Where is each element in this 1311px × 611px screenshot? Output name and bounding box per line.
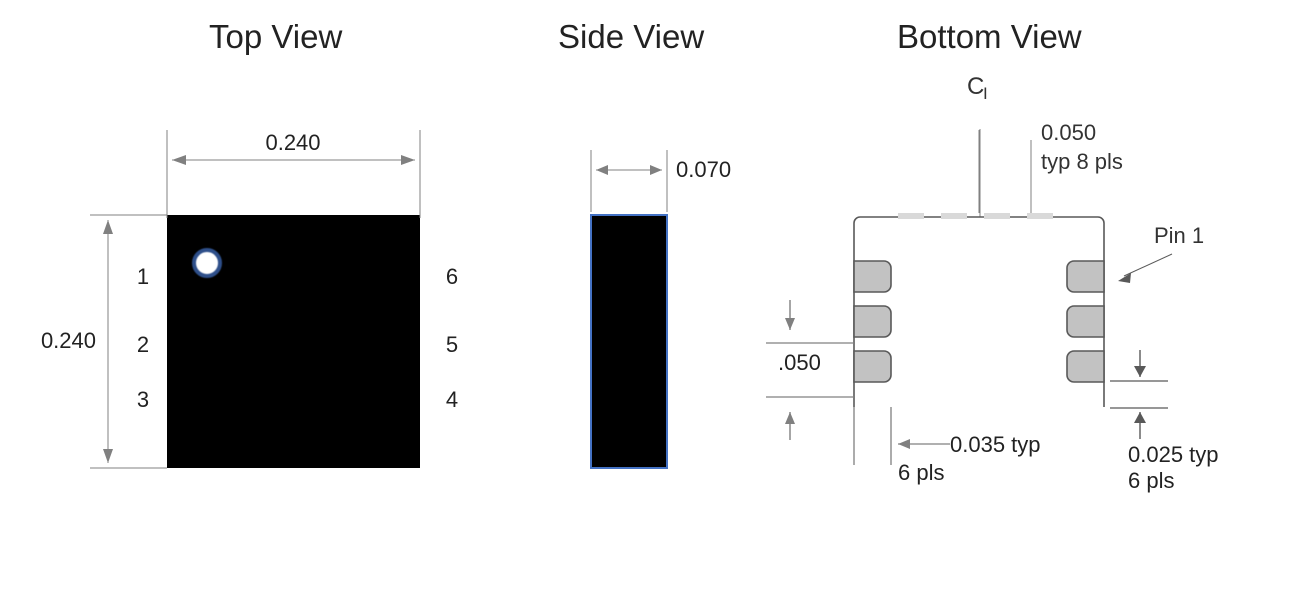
svg-text:6 pls: 6 pls: [898, 460, 944, 485]
svg-text:I: I: [983, 84, 988, 103]
svg-text:0.240: 0.240: [265, 130, 320, 155]
svg-text:6 pls: 6 pls: [1128, 468, 1174, 493]
svg-text:.050: .050: [778, 350, 821, 375]
svg-text:6: 6: [446, 264, 458, 289]
svg-text:Pin 1: Pin 1: [1154, 223, 1204, 248]
svg-text:5: 5: [446, 332, 458, 357]
svg-text:1: 1: [137, 264, 149, 289]
svg-text:C: C: [967, 73, 984, 100]
svg-text:0.240: 0.240: [41, 328, 96, 353]
svg-text:typ 8 pls: typ 8 pls: [1041, 149, 1123, 174]
svg-text:3: 3: [137, 387, 149, 412]
svg-text:2: 2: [137, 332, 149, 357]
svg-text:0.050: 0.050: [1041, 120, 1096, 145]
svg-text:4: 4: [446, 387, 458, 412]
svg-text:0.035 typ: 0.035 typ: [950, 432, 1041, 457]
svg-text:0.025 typ: 0.025 typ: [1128, 442, 1219, 467]
svg-text:0.070: 0.070: [676, 157, 731, 182]
